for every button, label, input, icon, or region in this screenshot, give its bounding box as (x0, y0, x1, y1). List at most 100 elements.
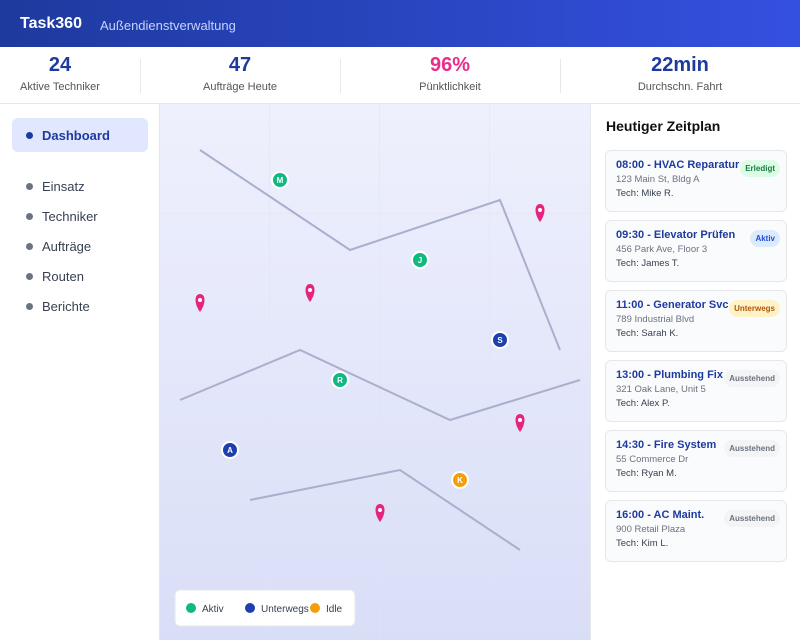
schedule-panel: Heutiger Zeitplan 08:00 - HVAC Reparatur 1… (590, 104, 800, 640)
stat-label: Durchschn. Fahrt (637, 81, 723, 93)
job-address: 456 Park Ave, Floor 3 (616, 244, 708, 255)
stat-value: 47 (228, 54, 252, 76)
app-subtitle: Außendienstverwaltung (100, 18, 236, 33)
job-tech: Tech: Kim L. (616, 538, 669, 549)
pin-dot (378, 508, 382, 512)
map-grid (160, 104, 590, 640)
job-tech: Tech: James T. (616, 258, 680, 269)
pin-dot (538, 208, 542, 212)
nav-item[interactable]: Berichte (12, 289, 148, 323)
stat-value: 22min (651, 54, 709, 76)
divider (340, 59, 341, 93)
header: Task360 Außendienstverwaltung (0, 0, 800, 47)
job-address: 321 Oak Lane, Unit 5 (616, 384, 706, 395)
route (199, 149, 561, 351)
job-tech: Tech: Ryan M. (616, 468, 677, 479)
tech-marker-label: R (337, 376, 343, 385)
legend-label: Aktiv (202, 604, 224, 615)
legend-box (174, 589, 356, 627)
job-title: 09:30 - Elevator Prüfen (616, 229, 736, 241)
divider (140, 59, 141, 93)
tech-marker[interactable] (271, 171, 289, 189)
stat-value: 24 (48, 54, 72, 76)
nav-dot (26, 273, 33, 280)
sidebar: Dashboard Einsatz Techniker Aufträge Routen B… (0, 104, 160, 640)
tech-marker[interactable] (221, 441, 239, 459)
route (179, 348, 581, 422)
stat-value: 96% (429, 54, 471, 76)
schedule-card[interactable]: 08:00 - HVAC Reparatur 123 Main St, Bldg … (605, 150, 787, 212)
job-title: 11:00 - Generator Svc (616, 299, 729, 311)
schedule-card[interactable]: 16:00 - AC Maint. 900 Retail Plaza Tech: K… (605, 500, 787, 562)
job-tech: Tech: Alex P. (616, 398, 670, 409)
schedule-title: Heutiger Zeitplan (606, 118, 721, 134)
stat-label: Aufträge Heute (203, 81, 277, 93)
pin-dot (308, 288, 312, 292)
nav-label: Dashboard (42, 128, 110, 143)
job-title: 08:00 - HVAC Reparatur (616, 159, 740, 171)
nav-item[interactable]: Techniker (12, 199, 148, 233)
stats-bar: 24 Aktive Techniker 47 Aufträge Heute 96% Pün… (0, 47, 800, 104)
nav-dot (26, 183, 33, 190)
nav-label: Berichte (42, 299, 90, 314)
status-badge: Aktiv (750, 230, 780, 247)
job-title: 14:30 - Fire System (616, 439, 717, 451)
tech-marker-label: M (277, 176, 284, 185)
app-title: Task360 (20, 15, 82, 32)
legend-dot (310, 603, 320, 613)
nav-dot (26, 132, 33, 139)
tech-marker[interactable] (411, 251, 429, 269)
job-address: 900 Retail Plaza (616, 524, 686, 535)
nav-label: Aufträge (42, 239, 92, 254)
route (249, 468, 521, 551)
schedule-card[interactable]: 13:00 - Plumbing Fix 321 Oak Lane, Unit 5… (605, 360, 787, 422)
job-tech: Tech: Mike R. (616, 188, 674, 199)
nav-item[interactable]: Dashboard (12, 118, 148, 152)
legend-label: Idle (326, 604, 343, 615)
legend-dot (186, 603, 196, 613)
job-address: 55 Commerce Dr (616, 454, 689, 465)
legend-dot (245, 603, 255, 613)
pin (515, 414, 525, 432)
nav-label: Einsatz (42, 179, 85, 194)
divider (560, 59, 561, 93)
legend-label: Unterwegs (261, 604, 309, 615)
tech-marker-label: K (457, 476, 463, 485)
nav-dot (26, 303, 33, 310)
pin (195, 294, 205, 312)
tech-marker[interactable] (451, 471, 469, 489)
nav-label: Routen (42, 269, 84, 284)
nav-item[interactable]: Routen (12, 259, 148, 293)
pin-dot (198, 298, 202, 302)
tech-marker-label: S (497, 336, 503, 345)
job-address: 789 Industrial Blvd (616, 314, 695, 325)
map: M J S R A K Aktiv Unterwegs Idle (160, 104, 590, 640)
nav-item[interactable]: Einsatz (12, 169, 148, 203)
job-tech: Tech: Sarah K. (616, 328, 679, 339)
nav-dot (26, 243, 33, 250)
status-badge: Ausstehend (724, 370, 780, 387)
status-badge: Ausstehend (724, 440, 780, 457)
pin (305, 284, 315, 302)
pin-dot (518, 418, 522, 422)
job-address: 123 Main St, Bldg A (616, 174, 700, 185)
stat-label: Pünktlichkeit (419, 81, 481, 93)
tech-marker-label: A (227, 446, 233, 455)
nav-dot (26, 213, 33, 220)
pin (535, 204, 545, 222)
nav-item[interactable]: Aufträge (12, 229, 148, 263)
schedule-card[interactable]: 09:30 - Elevator Prüfen 456 Park Ave, Flo… (605, 220, 787, 282)
status-badge: Erledigt (740, 160, 780, 177)
pin (375, 504, 385, 522)
status-badge: Unterwegs (729, 300, 780, 317)
job-title: 16:00 - AC Maint. (616, 509, 705, 521)
tech-marker-label: J (418, 256, 422, 265)
status-badge: Ausstehend (724, 510, 780, 527)
nav-label: Techniker (42, 209, 98, 224)
stat-label: Aktive Techniker (20, 81, 100, 93)
tech-marker[interactable] (491, 331, 509, 349)
schedule-card[interactable]: 14:30 - Fire System 55 Commerce Dr Tech: R… (605, 430, 787, 492)
tech-marker[interactable] (331, 371, 349, 389)
schedule-card[interactable]: 11:00 - Generator Svc 789 Industrial Blvd… (605, 290, 787, 352)
